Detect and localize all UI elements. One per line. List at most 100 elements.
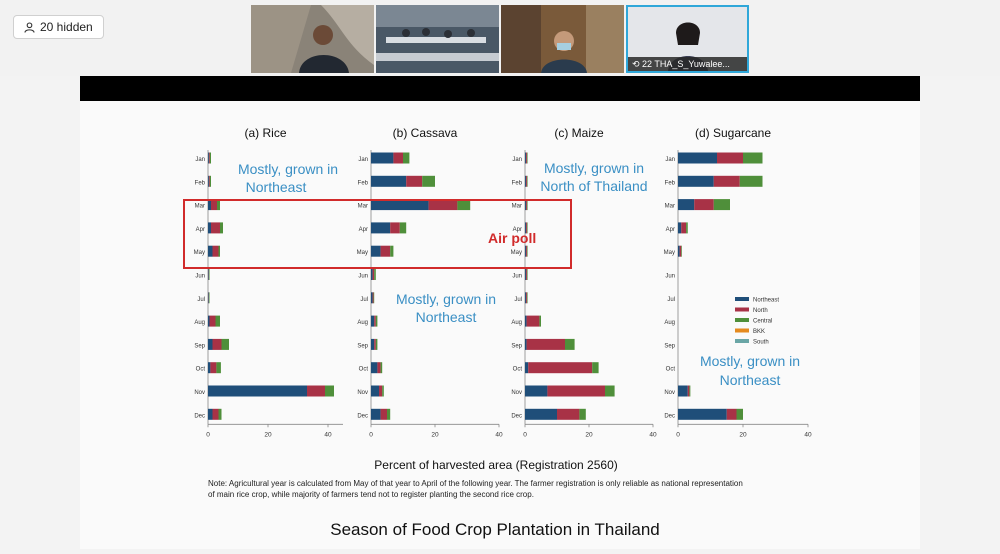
month-label: Sep [357, 343, 368, 349]
x-tick-label: 20 [585, 431, 593, 438]
month-label: Dec [194, 413, 205, 419]
bar-northeast-aug [371, 316, 374, 327]
bar-north-aug [210, 316, 216, 327]
x-tick-label: 0 [369, 431, 373, 438]
bar-northeast-sep [208, 339, 213, 350]
bar-northeast-oct [525, 362, 528, 373]
bar-northeast-jan [525, 153, 526, 164]
bar-central-nov [605, 386, 615, 397]
month-label: Jul [514, 297, 522, 303]
month-label: Mar [195, 204, 205, 210]
bar-north-dec [213, 409, 219, 420]
bar-central-aug [216, 316, 221, 327]
bar-central-apr [400, 222, 406, 233]
bar-north-jun [526, 269, 527, 280]
month-label: Aug [511, 320, 522, 326]
bar-central-sep [376, 339, 378, 350]
month-label: Nov [194, 390, 205, 396]
bar-northeast-nov [525, 386, 547, 397]
panel-title: (b) Cassava [393, 126, 458, 140]
month-label: Feb [512, 180, 523, 186]
bar-north-feb [406, 176, 422, 187]
bar-central-may [390, 246, 393, 257]
month-label: Jan [665, 157, 675, 163]
share-top-bar [80, 76, 920, 101]
note-line-1: Note: Agricultural year is calculated fr… [208, 479, 743, 488]
bar-north-feb [714, 176, 740, 187]
month-label: Jun [195, 274, 205, 280]
bar-north-dec [381, 409, 387, 420]
bar-north-may [213, 246, 219, 257]
participant-video-3[interactable] [501, 5, 624, 73]
month-label: Apr [359, 227, 368, 233]
bar-northeast-dec [678, 409, 727, 420]
month-label: Dec [664, 413, 675, 419]
bar-northeast-jun [525, 269, 526, 280]
x-tick-label: 40 [324, 431, 332, 438]
bar-north-jan [526, 153, 527, 164]
bar-north-feb [209, 176, 210, 187]
bar-northeast-apr [678, 222, 681, 233]
slide-title: Season of Food Crop Plantation in Thaila… [330, 520, 660, 539]
bar-central-nov [325, 386, 334, 397]
bar-north-may [381, 246, 391, 257]
cassava-annotation-line1: Mostly, grown in [396, 291, 496, 307]
month-label: Jun [512, 274, 522, 280]
month-label: Nov [511, 390, 522, 396]
month-label: Nov [357, 390, 368, 396]
bar-central-dec [387, 409, 390, 420]
month-label: Dec [357, 413, 368, 419]
bar-north-jun [373, 269, 375, 280]
bar-central-dec [579, 409, 585, 420]
air-pollution-label: Air poll [488, 230, 536, 246]
x-tick-label: 40 [649, 431, 657, 438]
bar-northeast-jan [371, 153, 393, 164]
month-label: May [194, 250, 205, 256]
bar-central-jun [374, 269, 376, 280]
bar-northeast-apr [208, 222, 211, 233]
month-label: Oct [359, 367, 369, 373]
bar-central-feb [527, 176, 528, 187]
bar-north-nov [379, 386, 382, 397]
hidden-participants-button[interactable]: 20 hidden [13, 15, 104, 39]
x-tick-label: 20 [739, 431, 747, 438]
bar-central-jul [209, 292, 210, 303]
bar-northeast-jan [208, 153, 209, 164]
x-tick-label: 0 [206, 431, 210, 438]
bar-central-jun [209, 269, 210, 280]
bar-central-dec [737, 409, 744, 420]
bar-north-jan [209, 153, 210, 164]
x-axis-label: Percent of harvested area (Registration … [374, 458, 617, 472]
month-label: Oct [513, 367, 523, 373]
participant-video-2[interactable] [376, 5, 499, 73]
month-label: Sep [511, 343, 522, 349]
participant-video-1[interactable] [251, 5, 374, 73]
bar-north-jan [717, 153, 743, 164]
legend-label-bkk: BKK [753, 329, 765, 335]
x-tick-label: 0 [523, 431, 527, 438]
bar-central-jun [527, 269, 528, 280]
bar-northeast-apr [371, 222, 390, 233]
bar-northeast-may [525, 246, 526, 257]
bar-northeast-jul [525, 292, 526, 303]
month-label: Mar [665, 204, 675, 210]
bar-northeast-jan [678, 153, 717, 164]
month-label: Jul [360, 297, 368, 303]
month-label: Jul [197, 297, 205, 303]
bar-central-aug [539, 316, 541, 327]
month-label: Jan [195, 157, 205, 163]
crop-season-chart: (a) Rice 0 20 40 Jan Feb Mar Apr May Jun Jul Aug Sep… [80, 101, 920, 549]
bar-north-aug [374, 316, 376, 327]
bar-central-nov [689, 386, 690, 397]
bar-northeast-may [208, 246, 213, 257]
bar-north-nov [547, 386, 605, 397]
participant-video-4[interactable]: ⟲ 22 THA_S_Yuwalee... [626, 5, 749, 73]
bar-northeast-aug [208, 316, 210, 327]
audio-icon: ⟲ [632, 59, 642, 69]
panel-title: (a) Rice [244, 126, 286, 140]
month-label: Dec [511, 413, 522, 419]
month-label: Jan [512, 157, 522, 163]
